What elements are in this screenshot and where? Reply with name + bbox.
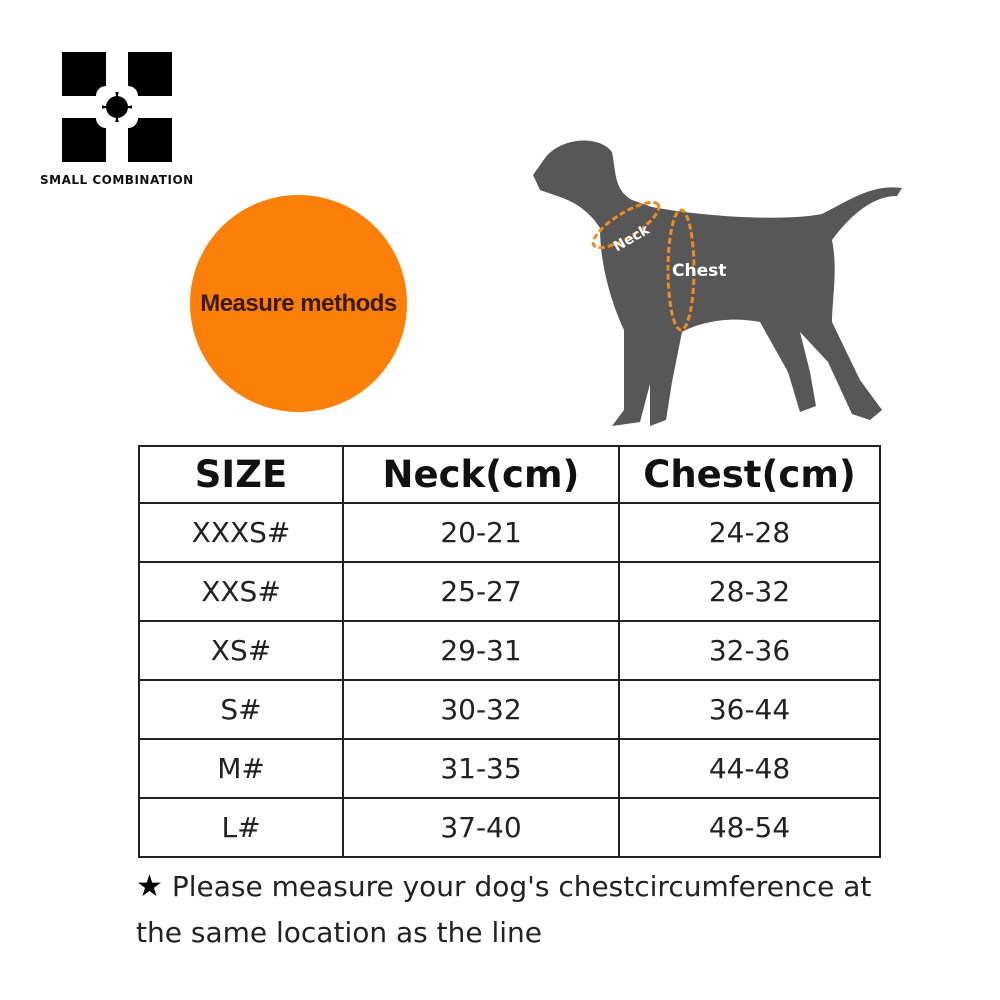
cell-size: XS# bbox=[138, 620, 344, 681]
cell-neck: 30-32 bbox=[342, 679, 620, 740]
cell-chest: 32-36 bbox=[618, 620, 881, 681]
note-text: Please measure your dog's chestcircumfer… bbox=[136, 870, 872, 949]
dog-measurement-diagram: Neck Chest bbox=[533, 140, 902, 426]
measure-methods-badge: Measure methods bbox=[190, 195, 407, 412]
table-row: S# 30-32 36-44 bbox=[138, 679, 881, 740]
cell-chest: 36-44 bbox=[618, 679, 881, 740]
cell-neck: 37-40 bbox=[342, 797, 620, 858]
cell-chest: 28-32 bbox=[618, 561, 881, 622]
cell-neck: 31-35 bbox=[342, 738, 620, 799]
brand-logo bbox=[62, 52, 172, 162]
cell-chest: 24-28 bbox=[618, 502, 881, 563]
table-row: XXS# 25-27 28-32 bbox=[138, 561, 881, 622]
cell-neck: 25-27 bbox=[342, 561, 620, 622]
cell-size: M# bbox=[138, 738, 344, 799]
cell-size: XXXS# bbox=[138, 502, 344, 563]
cell-size: L# bbox=[138, 797, 344, 858]
brand-name: SMALL COMBINATION bbox=[40, 173, 194, 187]
cell-chest: 44-48 bbox=[618, 738, 881, 799]
table-row: XS# 29-31 32-36 bbox=[138, 620, 881, 681]
cell-neck: 29-31 bbox=[342, 620, 620, 681]
cell-neck: 20-21 bbox=[342, 502, 620, 563]
chest-label: Chest bbox=[672, 261, 726, 281]
neck-measure-line bbox=[591, 200, 661, 250]
table-header-row: SIZE Neck(cm) Chest(cm) bbox=[138, 445, 881, 504]
cell-chest: 48-54 bbox=[618, 797, 881, 858]
table-row: XXXS# 20-21 24-28 bbox=[138, 502, 881, 563]
star-icon: ★ bbox=[136, 869, 163, 904]
header-neck: Neck(cm) bbox=[342, 445, 620, 504]
cell-size: S# bbox=[138, 679, 344, 740]
measurement-note: ★ Please measure your dog's chestcircumf… bbox=[136, 864, 916, 956]
header-size: SIZE bbox=[138, 445, 344, 504]
size-chart-table: SIZE Neck(cm) Chest(cm) XXXS# 20-21 24-28 X… bbox=[138, 445, 881, 858]
dog-silhouette bbox=[533, 140, 902, 426]
cell-size: XXS# bbox=[138, 561, 344, 622]
chest-measure-line bbox=[666, 208, 696, 332]
table-row: M# 31-35 44-48 bbox=[138, 738, 881, 799]
table-row: L# 37-40 48-54 bbox=[138, 797, 881, 858]
header-chest: Chest(cm) bbox=[618, 445, 881, 504]
badge-label: Measure methods bbox=[200, 289, 397, 317]
